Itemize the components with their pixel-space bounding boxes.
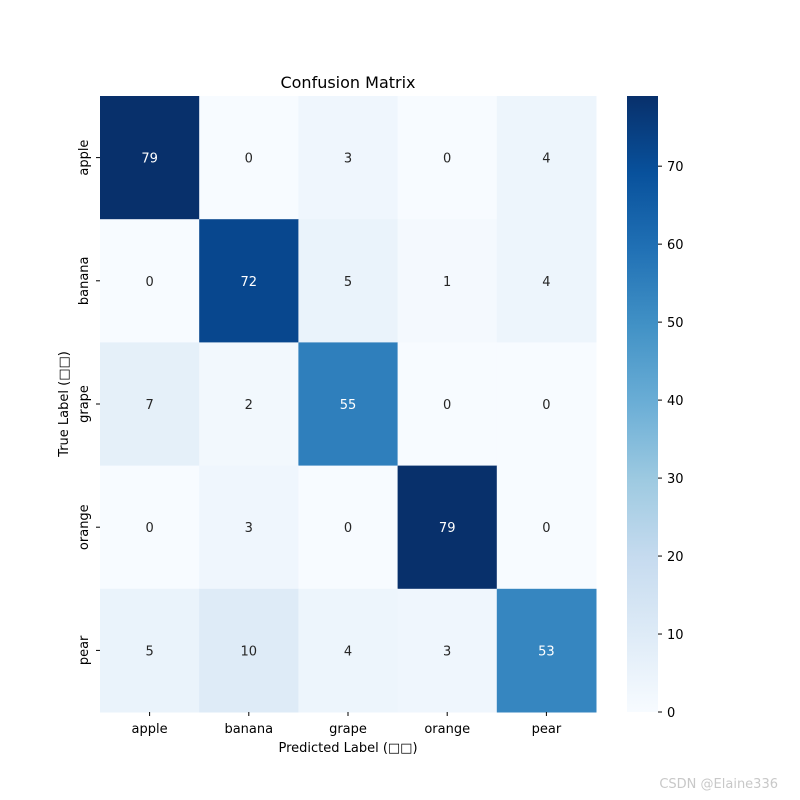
x-tick-label: grape <box>329 722 367 737</box>
cell-value-label: 0 <box>145 521 153 536</box>
x-tick-label: orange <box>424 722 470 737</box>
y-tick-label: orange <box>77 504 92 550</box>
colorbar-tick-label: 20 <box>667 550 684 565</box>
heatmap-cell <box>298 465 399 590</box>
x-axis-ticks: apple banana grape orange pear <box>132 712 562 737</box>
heatmap-cell <box>199 219 299 343</box>
heatmap-cell <box>496 588 597 713</box>
heatmap-cell <box>397 588 498 713</box>
heatmap-cells <box>100 96 597 713</box>
heatmap-cell <box>100 465 200 590</box>
chart-title: Confusion Matrix <box>280 73 415 92</box>
colorbar-tick-label: 70 <box>667 160 684 175</box>
x-tick-label: banana <box>224 722 273 737</box>
cell-value-label: 2 <box>245 398 253 413</box>
colorbar-tick-label: 60 <box>667 238 684 253</box>
cell-value-label: 79 <box>439 521 456 536</box>
heatmap-cell <box>397 219 498 343</box>
heatmap-cell <box>496 96 597 220</box>
cell-value-label: 55 <box>340 398 357 413</box>
cell-value-label: 5 <box>344 275 352 290</box>
cell-value-label: 0 <box>443 152 451 167</box>
cell-value-label: 5 <box>145 644 153 659</box>
heatmap-cell <box>100 588 200 713</box>
cell-value-label: 0 <box>542 521 550 536</box>
colorbar-tick-label: 40 <box>667 394 684 409</box>
cell-value-label: 0 <box>145 275 153 290</box>
heatmap-cell <box>397 342 498 467</box>
colorbar <box>627 96 658 712</box>
cell-value-label: 0 <box>245 152 253 167</box>
heatmap-cell <box>199 465 299 590</box>
heatmap-cell <box>397 465 498 590</box>
cell-value-label: 0 <box>542 398 550 413</box>
heatmap-cell <box>496 219 597 343</box>
cell-value-label: 3 <box>344 152 352 167</box>
watermark: CSDN @Elaine336 <box>659 777 778 792</box>
cell-value-label: 4 <box>542 275 550 290</box>
x-tick-label: pear <box>532 722 562 737</box>
colorbar-tick-label: 10 <box>667 628 684 643</box>
y-tick-label: apple <box>77 140 92 176</box>
cell-value-label: 79 <box>141 152 158 167</box>
cell-value-label: 1 <box>443 275 451 290</box>
y-tick-label: grape <box>77 385 92 423</box>
x-tick-label: apple <box>132 722 168 737</box>
cell-value-label: 3 <box>443 644 451 659</box>
cell-value-label: 3 <box>245 521 253 536</box>
heatmap-annotations: 79 0 3 0 40 72 5 1 47 2 55 0 00 3 0 79 05 10 4 3 53 <box>141 152 554 660</box>
y-axis-label: True Label (□□) <box>57 351 72 458</box>
heatmap-cell <box>100 219 200 343</box>
cell-value-label: 7 <box>145 398 153 413</box>
colorbar-tick-label: 50 <box>667 316 684 331</box>
colorbar-tick-label: 30 <box>667 472 684 487</box>
heatmap-cell <box>298 96 399 220</box>
heatmap-cell <box>298 588 399 713</box>
cell-value-label: 0 <box>344 521 352 536</box>
colorbar-tick-label: 0 <box>667 706 675 721</box>
colorbar-ticks: 0 10 20 30 40 50 60 70 <box>658 160 684 721</box>
heatmap-cell <box>298 219 399 343</box>
heatmap-cell <box>100 342 200 467</box>
heatmap-cell <box>199 96 299 220</box>
heatmap-cell <box>496 342 597 467</box>
heatmap-cell <box>397 96 498 220</box>
cell-value-label: 53 <box>538 644 555 659</box>
heatmap-cell <box>199 588 299 713</box>
y-axis-ticks: apple banana grape orange pear <box>77 140 100 665</box>
cell-value-label: 4 <box>344 644 352 659</box>
heatmap-cell <box>298 342 399 467</box>
cell-value-label: 10 <box>241 644 258 659</box>
heatmap-cell <box>496 465 597 590</box>
y-tick-label: banana <box>77 256 92 305</box>
x-axis-label: Predicted Label (□□) <box>278 741 417 756</box>
cell-value-label: 72 <box>241 275 258 290</box>
heatmap-cell <box>199 342 299 467</box>
cell-value-label: 4 <box>542 152 550 167</box>
cell-value-label: 0 <box>443 398 451 413</box>
y-tick-label: pear <box>77 635 92 665</box>
heatmap-cell <box>100 96 200 220</box>
